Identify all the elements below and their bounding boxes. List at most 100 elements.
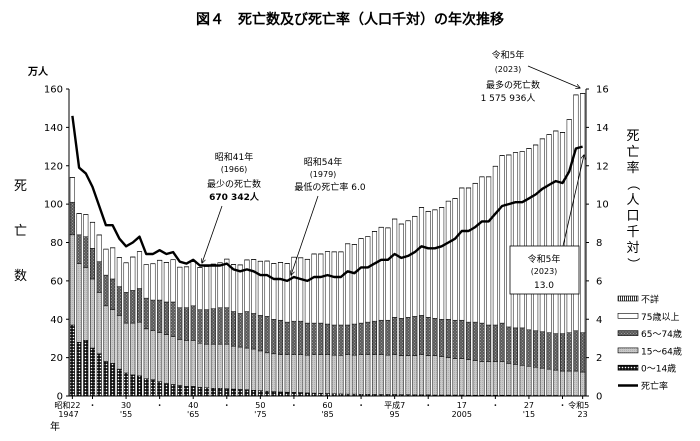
legend-label: 死亡率 bbox=[641, 380, 668, 392]
annotation-text: 13.0 bbox=[534, 281, 554, 291]
bar-segment bbox=[230, 345, 237, 390]
bar-segment bbox=[130, 322, 136, 376]
bar-segment bbox=[204, 343, 210, 388]
y-unit-label: 万人 bbox=[27, 65, 49, 78]
annotation-max-deaths: 令和5年 (2023) 最多の死亡数 1 575 936人 bbox=[481, 49, 580, 104]
bar-segment bbox=[405, 355, 411, 395]
x-tick-label-era: ・ bbox=[223, 401, 231, 410]
x-tick-label-year: 95 bbox=[390, 410, 400, 419]
bar-segment bbox=[157, 260, 163, 301]
bar-2016 bbox=[533, 144, 539, 397]
bar-segment bbox=[237, 313, 243, 348]
bar-segment bbox=[385, 319, 391, 356]
bar-1963 bbox=[177, 266, 183, 397]
bar-1967 bbox=[204, 266, 210, 397]
y-label-right-char: 千 bbox=[626, 225, 639, 240]
annotation-arrow bbox=[202, 205, 223, 263]
bar-segment bbox=[69, 324, 75, 397]
bar-1995 bbox=[392, 218, 398, 397]
x-tick-label-year: '65 bbox=[187, 410, 199, 419]
bar-1983 bbox=[311, 253, 317, 397]
bar-segment bbox=[331, 324, 337, 356]
bar-1981 bbox=[298, 257, 304, 397]
bar-segment bbox=[230, 264, 237, 312]
bar-segment bbox=[418, 354, 425, 396]
bar-segment bbox=[553, 333, 559, 371]
bar-segment bbox=[277, 262, 284, 321]
annotation-text: (1966) bbox=[221, 165, 248, 174]
y-tick-label-right: 8 bbox=[596, 238, 602, 249]
bar-1994 bbox=[385, 227, 391, 397]
y-label-right-char: 亡 bbox=[626, 145, 639, 160]
bar-1953 bbox=[110, 247, 116, 397]
x-tick-label-era: ・ bbox=[357, 401, 365, 410]
bar-1952 bbox=[103, 248, 109, 397]
bar-segment bbox=[338, 324, 344, 356]
bar-1993 bbox=[378, 226, 384, 397]
bar-segment bbox=[204, 309, 210, 345]
bar-segment bbox=[358, 354, 364, 395]
bar-1989 bbox=[351, 244, 357, 397]
bar-segment bbox=[177, 385, 183, 397]
bar-segment bbox=[257, 350, 263, 391]
bar-segment bbox=[405, 220, 411, 318]
bar-1957 bbox=[136, 251, 143, 397]
bar-1972 bbox=[237, 264, 243, 397]
bar-segment bbox=[251, 259, 257, 314]
bar-segment bbox=[465, 359, 472, 396]
bar-segment bbox=[512, 152, 519, 329]
bar-segment bbox=[378, 354, 384, 395]
bar-segment bbox=[465, 321, 472, 360]
bar-segment bbox=[573, 330, 579, 372]
bar-segment bbox=[479, 361, 485, 396]
bar-segment bbox=[580, 93, 586, 333]
bar-1947 bbox=[69, 177, 75, 397]
bar-segment bbox=[371, 354, 378, 395]
bar-segment bbox=[157, 381, 163, 397]
annotation-text: 最低の死亡率 6.0 bbox=[294, 181, 365, 193]
y-tick-label-left: 120 bbox=[44, 161, 63, 172]
bar-segment bbox=[150, 299, 156, 332]
bar-segment bbox=[398, 223, 404, 319]
bar-segment bbox=[291, 354, 297, 393]
bar-segment bbox=[89, 278, 96, 349]
bar-segment bbox=[351, 354, 357, 395]
x-tick-label-year: '75 bbox=[254, 410, 266, 419]
death-rate-line bbox=[71, 115, 583, 283]
bar-segment bbox=[136, 375, 143, 397]
y-tick-label-left: 100 bbox=[44, 200, 63, 211]
bar-segment bbox=[533, 366, 539, 396]
bar-2009 bbox=[486, 176, 492, 397]
y-label-right-char: （ bbox=[625, 177, 640, 190]
bar-segment bbox=[392, 317, 398, 355]
bar-segment bbox=[217, 388, 223, 397]
legend-swatch bbox=[617, 312, 639, 319]
bar-1948 bbox=[76, 213, 82, 397]
bar-segment bbox=[311, 354, 317, 394]
bar-segment bbox=[371, 231, 378, 322]
bar-segment bbox=[143, 328, 149, 379]
bar-segment bbox=[83, 236, 89, 268]
bar-segment bbox=[418, 315, 425, 355]
y-tick-label-right: 16 bbox=[596, 85, 609, 96]
bar-segment bbox=[412, 216, 418, 317]
bar-segment bbox=[157, 332, 163, 382]
bar-segment bbox=[546, 134, 552, 333]
bar-1951 bbox=[96, 234, 102, 397]
bar-segment bbox=[371, 320, 378, 355]
legend-label: 0～14歳 bbox=[641, 363, 676, 375]
bar-segment bbox=[190, 305, 196, 341]
annotation-min-deaths: 昭和41年 (1966) 最少の死亡数 670 342人 bbox=[202, 151, 261, 263]
bar-segment bbox=[472, 360, 478, 396]
bar-segment bbox=[197, 387, 203, 397]
bar-segment bbox=[150, 379, 156, 397]
y-tick-label-right: 2 bbox=[596, 353, 602, 364]
bar-segment bbox=[425, 317, 431, 356]
bar-segment bbox=[559, 132, 566, 334]
bar-1988 bbox=[345, 243, 351, 397]
bar-segment bbox=[130, 290, 136, 324]
x-tick-label-year: '85 bbox=[321, 410, 333, 419]
bar-segment bbox=[83, 340, 89, 397]
y-label-right-char: 口 bbox=[626, 209, 639, 224]
